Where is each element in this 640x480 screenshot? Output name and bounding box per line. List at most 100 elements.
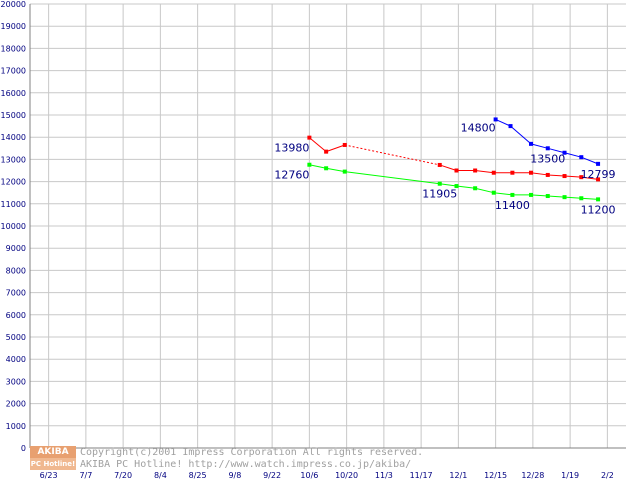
data-label: 13500 [530, 152, 565, 165]
x-tick-label: 8/4 [154, 471, 167, 480]
data-point [324, 166, 329, 171]
series-segment [344, 171, 440, 185]
akiba-logo: AKIBA PC Hotline! [30, 446, 76, 470]
series-segment [530, 194, 548, 197]
y-tick-label: 16000 [1, 89, 26, 98]
copyright-line: Copyright(c)2001 Impress Corporation All… [80, 447, 423, 458]
series-segment [495, 118, 511, 127]
grid [30, 3, 626, 449]
series-segment [475, 187, 494, 194]
series-segment [475, 170, 494, 174]
y-tick-label: 11000 [1, 200, 26, 209]
y-tick-label: 6000 [6, 311, 26, 320]
logo-bottom-text: PC Hotline! [30, 458, 76, 470]
series-segment [547, 195, 565, 198]
series-segment [581, 156, 599, 165]
y-tick-label: 2000 [6, 400, 26, 409]
x-tick-label: 7/20 [114, 471, 132, 480]
y-tick-label: 13000 [1, 155, 26, 164]
series-segment [547, 147, 565, 154]
y-tick-label: 14000 [1, 133, 26, 142]
x-tick-label: 2/2 [601, 471, 614, 480]
data-point [545, 172, 550, 177]
y-tick-label: 0 [21, 444, 26, 453]
y-tick-label: 15000 [1, 111, 26, 120]
series-segment [564, 196, 582, 199]
series-segment [510, 125, 532, 145]
y-axis-ticks: 0 1000 2000 3000 4000 5000 6000 7000 8000 9000 100… [1, 0, 26, 453]
data-point [510, 170, 515, 175]
data-point [510, 192, 515, 197]
data-point [529, 192, 534, 197]
data-point [508, 124, 513, 129]
series-segment [326, 167, 345, 173]
data-label: 13980 [274, 142, 309, 155]
x-tick-label: 12/1 [449, 471, 467, 480]
data-label: 12799 [581, 168, 616, 181]
x-tick-label: 12/28 [521, 471, 544, 480]
y-tick-label: 4000 [6, 355, 26, 364]
site-url-line: AKIBA PC Hotline! http://www.watch.impre… [80, 459, 411, 470]
data-label: 14800 [461, 121, 496, 134]
series-segment [309, 137, 327, 153]
series-group [307, 117, 601, 202]
data-point [493, 117, 498, 122]
x-tick-label: 9/22 [263, 471, 281, 480]
x-tick-label: 11/3 [375, 471, 393, 480]
y-tick-label: 1000 [6, 422, 26, 431]
series-segment [439, 164, 457, 171]
y-tick-label: 19000 [1, 22, 26, 31]
data-label: 11400 [495, 199, 530, 212]
data-point [562, 195, 567, 200]
series-segment [564, 175, 582, 178]
y-tick-label: 18000 [1, 44, 26, 53]
series-segment [325, 144, 345, 153]
data-point [596, 197, 601, 202]
data-point [324, 149, 329, 154]
data-point [307, 135, 312, 140]
x-tick-label: 1/19 [561, 471, 579, 480]
data-point [491, 190, 496, 195]
y-tick-label: 5000 [6, 333, 26, 342]
data-point [545, 194, 550, 199]
y-tick-label: 20000 [1, 0, 26, 9]
data-point [437, 181, 442, 186]
data-point [562, 174, 567, 179]
x-tick-label: 6/23 [40, 471, 58, 480]
y-tick-label: 9000 [6, 244, 26, 253]
axes [29, 4, 626, 449]
data-point [342, 142, 347, 147]
x-tick-label: 10/6 [300, 471, 318, 480]
data-point [473, 168, 478, 173]
data-point [473, 186, 478, 191]
data-point [491, 170, 496, 175]
x-tick-label: 12/15 [484, 471, 507, 480]
data-point [579, 196, 584, 201]
series-segment [439, 183, 457, 187]
series-segment [564, 152, 582, 158]
data-point [454, 184, 459, 189]
x-tick-label: 7/7 [79, 471, 92, 480]
y-tick-label: 7000 [6, 289, 26, 298]
x-tick-label: 9/8 [228, 471, 241, 480]
x-tick-label: 10/20 [335, 471, 358, 480]
series-segment [493, 192, 513, 196]
y-tick-label: 3000 [6, 377, 26, 386]
data-point [529, 170, 534, 175]
y-tick-label: 12000 [1, 178, 26, 187]
y-tick-label: 8000 [6, 266, 26, 275]
data-labels: 13980 12760 14800 13500 12799 11905 11400 11200 [274, 121, 615, 216]
data-point [579, 175, 584, 180]
y-tick-label: 10000 [1, 222, 26, 231]
series-segment [344, 144, 440, 166]
series-segment [530, 143, 548, 149]
y-tick-label: 17000 [1, 67, 26, 76]
series-segment [581, 197, 599, 200]
data-point [596, 161, 601, 166]
x-tick-label: 11/17 [410, 471, 433, 480]
data-point [529, 141, 534, 146]
data-label: 11200 [581, 203, 616, 216]
series-segment [530, 172, 548, 176]
series-segment [547, 174, 565, 177]
